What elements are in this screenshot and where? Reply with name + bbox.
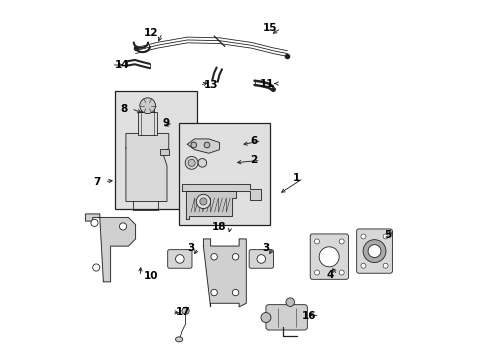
- Text: 3: 3: [187, 243, 194, 253]
- Bar: [179, 123, 269, 225]
- Circle shape: [140, 98, 155, 113]
- Text: 10: 10: [143, 271, 158, 282]
- Circle shape: [314, 239, 319, 244]
- FancyBboxPatch shape: [248, 249, 273, 268]
- Text: 1: 1: [292, 173, 299, 183]
- Circle shape: [210, 289, 217, 296]
- Text: 6: 6: [250, 136, 258, 146]
- Circle shape: [314, 270, 319, 275]
- Circle shape: [339, 239, 344, 244]
- Bar: [115, 91, 197, 208]
- Text: 7: 7: [93, 177, 101, 187]
- Circle shape: [261, 312, 270, 323]
- Text: 18: 18: [212, 222, 226, 232]
- Circle shape: [285, 298, 294, 306]
- Circle shape: [175, 255, 184, 263]
- Circle shape: [185, 157, 198, 169]
- Circle shape: [203, 142, 209, 148]
- Bar: [141, 109, 154, 112]
- Circle shape: [91, 219, 98, 226]
- Polygon shape: [203, 239, 246, 307]
- Circle shape: [232, 289, 238, 296]
- Text: 15: 15: [263, 23, 277, 33]
- Circle shape: [232, 253, 238, 260]
- Circle shape: [319, 247, 339, 267]
- Text: 14: 14: [115, 60, 129, 70]
- Circle shape: [360, 234, 365, 239]
- Text: 4: 4: [326, 270, 333, 280]
- Text: 9: 9: [162, 118, 169, 128]
- Circle shape: [182, 307, 189, 314]
- Text: 12: 12: [144, 28, 159, 38]
- Bar: [138, 112, 157, 135]
- Circle shape: [360, 263, 365, 268]
- Circle shape: [190, 142, 196, 148]
- Text: 3: 3: [262, 243, 269, 253]
- Circle shape: [196, 194, 210, 208]
- Circle shape: [367, 245, 380, 257]
- Text: 13: 13: [203, 80, 218, 90]
- Text: 17: 17: [176, 307, 190, 317]
- Circle shape: [93, 264, 100, 271]
- Circle shape: [257, 255, 265, 263]
- FancyBboxPatch shape: [265, 305, 307, 330]
- Polygon shape: [185, 191, 235, 219]
- Text: 11: 11: [259, 78, 274, 89]
- FancyBboxPatch shape: [309, 234, 348, 279]
- Circle shape: [188, 159, 195, 166]
- Circle shape: [382, 234, 387, 239]
- Polygon shape: [125, 134, 168, 202]
- Ellipse shape: [175, 337, 183, 342]
- Text: 8: 8: [120, 104, 127, 113]
- Polygon shape: [85, 214, 135, 282]
- Circle shape: [198, 158, 206, 167]
- Circle shape: [119, 223, 126, 230]
- Polygon shape: [182, 184, 260, 200]
- Circle shape: [200, 198, 206, 205]
- FancyBboxPatch shape: [167, 249, 192, 268]
- Circle shape: [363, 240, 385, 262]
- FancyBboxPatch shape: [356, 229, 391, 273]
- Text: 2: 2: [249, 156, 257, 165]
- Polygon shape: [187, 139, 219, 153]
- Circle shape: [382, 263, 387, 268]
- Circle shape: [210, 253, 217, 260]
- Circle shape: [339, 270, 344, 275]
- Text: 16: 16: [301, 311, 315, 321]
- Bar: [160, 149, 168, 155]
- Text: 5: 5: [383, 230, 390, 240]
